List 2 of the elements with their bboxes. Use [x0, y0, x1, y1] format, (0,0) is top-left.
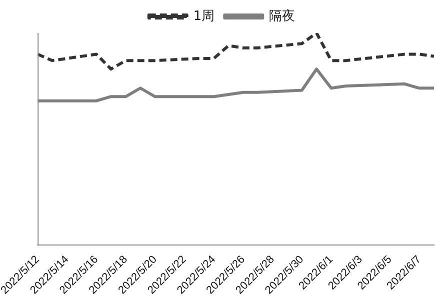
legend-label: 隔夜 — [269, 8, 296, 24]
legend-label: 1周 — [193, 8, 215, 24]
